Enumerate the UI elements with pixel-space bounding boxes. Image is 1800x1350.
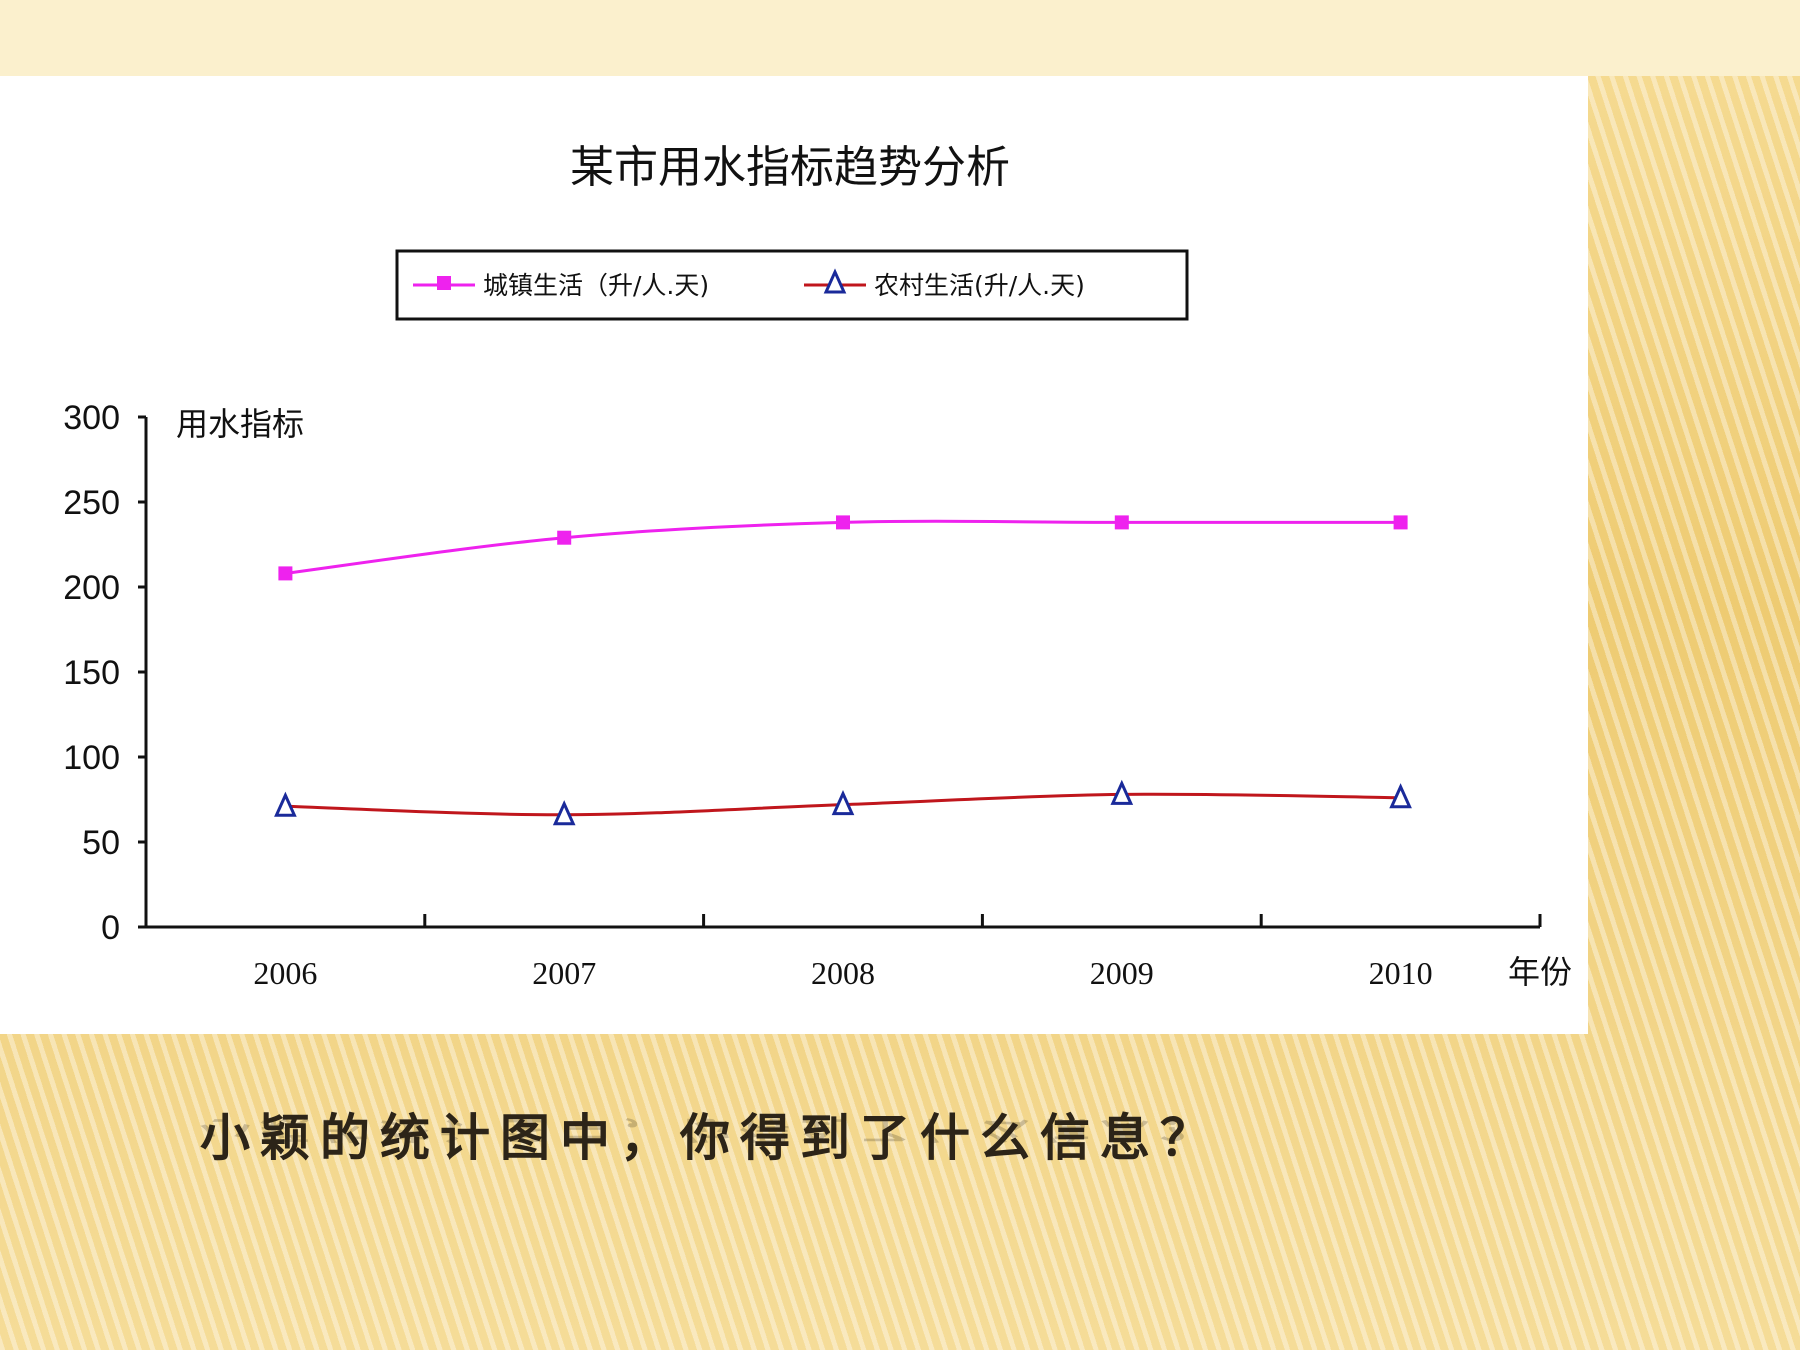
y-tick-label: 100 — [63, 739, 120, 777]
x-axis-label: 年份 — [1508, 953, 1572, 991]
square-marker — [278, 566, 293, 581]
square-marker — [437, 276, 451, 290]
triangle-marker — [823, 268, 847, 294]
chart-title: 某市用水指标趋势分析 — [570, 142, 1010, 193]
triangle-marker — [1110, 779, 1134, 805]
y-tick-label: 200 — [63, 569, 120, 607]
question-text: 小颖的统计图中，你得到了什么信息？ — [200, 1108, 1220, 1167]
legend: 城镇生活（升/人.天) 农村生活(升/人.天) — [395, 249, 1189, 321]
y-tick-label: 0 — [101, 909, 120, 947]
legend-label: 城镇生活（升/人.天) — [483, 271, 709, 300]
square-marker — [836, 515, 850, 530]
triangle-marker — [552, 800, 576, 826]
series-layer — [274, 515, 1412, 826]
y-tick-label: 150 — [63, 654, 120, 692]
x-tick-label: 2008 — [811, 955, 875, 991]
x-tick-label: 2007 — [532, 955, 596, 991]
y-tick-label: 250 — [63, 484, 120, 522]
legend-box — [395, 249, 1189, 321]
triangle-marker — [831, 789, 855, 816]
square-marker — [557, 530, 572, 545]
y-tick-label: 50 — [82, 824, 120, 862]
square-marker — [1114, 515, 1129, 530]
axes: 0 50 100 150 200 250 300 2006 2007 2008 2009 2010 — [63, 399, 1542, 991]
question-reflection: 小颖的统计图中，你得到了什么信息？ — [200, 1115, 1220, 1146]
y-axis-label: 用水指标 — [176, 405, 304, 443]
line-chart: 某市用水指标趋势分析 城镇生活（升/人.天) 农村生活(升/人.天) 用水指标 年… — [63, 142, 1572, 991]
x-tick-label: 2006 — [253, 955, 317, 991]
triangle-marker — [1389, 783, 1412, 809]
top-band — [0, 0, 1800, 76]
legend-label: 农村生活(升/人.天) — [874, 271, 1085, 300]
x-tick-label: 2010 — [1369, 955, 1433, 991]
chart-panel: 某市用水指标趋势分析 城镇生活（升/人.天) 农村生活(升/人.天) 用水指标 年… — [0, 76, 1588, 1034]
y-tick-label: 300 — [63, 399, 120, 437]
triangle-marker — [274, 791, 297, 817]
x-tick-label: 2009 — [1090, 955, 1154, 991]
square-marker — [1393, 515, 1408, 530]
